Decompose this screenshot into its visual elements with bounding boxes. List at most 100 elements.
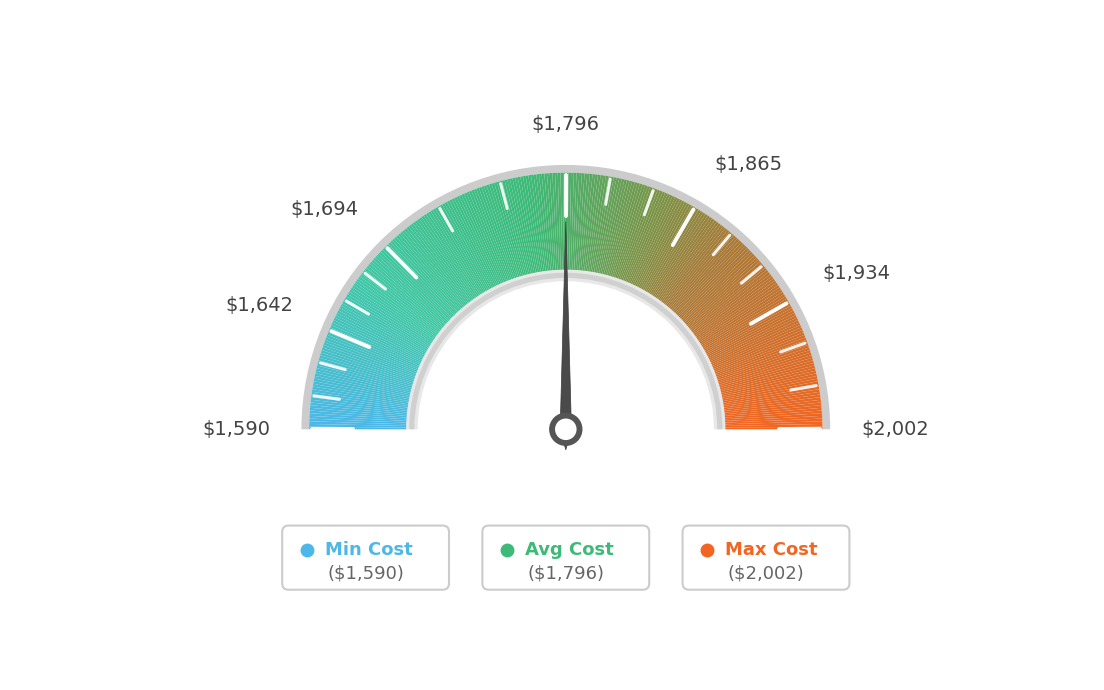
Wedge shape [408,225,469,304]
Text: Min Cost: Min Cost [325,541,412,559]
Wedge shape [724,411,822,420]
Wedge shape [724,400,821,413]
Circle shape [549,413,583,446]
Wedge shape [349,290,433,344]
Wedge shape [649,211,703,295]
Wedge shape [489,184,520,277]
Wedge shape [363,270,442,332]
Wedge shape [428,211,482,295]
Wedge shape [722,384,819,403]
Wedge shape [491,183,521,277]
Wedge shape [384,246,455,317]
Wedge shape [537,174,549,271]
Wedge shape [696,281,776,339]
Wedge shape [602,179,627,275]
Wedge shape [682,254,755,322]
Wedge shape [420,217,476,299]
Text: $2,002: $2,002 [861,420,928,439]
Wedge shape [342,301,428,351]
Wedge shape [684,257,758,324]
Wedge shape [370,262,445,326]
Wedge shape [629,194,670,284]
Wedge shape [310,408,407,417]
Wedge shape [664,226,725,304]
Wedge shape [566,172,569,270]
Wedge shape [713,333,805,371]
Wedge shape [690,270,768,332]
Wedge shape [315,376,411,398]
Wedge shape [648,210,701,294]
Wedge shape [319,355,414,385]
Wedge shape [596,177,616,273]
Wedge shape [651,213,705,296]
Wedge shape [701,294,785,347]
Wedge shape [669,233,733,309]
Wedge shape [329,327,420,368]
Wedge shape [476,188,512,280]
Wedge shape [681,252,753,320]
Wedge shape [703,299,788,350]
Wedge shape [721,371,816,395]
Wedge shape [707,310,795,357]
Wedge shape [676,244,745,315]
Wedge shape [716,345,809,379]
Wedge shape [715,342,808,377]
Wedge shape [601,179,625,275]
Wedge shape [390,240,458,313]
Wedge shape [310,402,407,414]
Wedge shape [301,165,830,429]
Wedge shape [587,175,603,272]
Wedge shape [571,172,576,270]
Wedge shape [336,313,424,359]
Wedge shape [719,357,813,386]
Wedge shape [433,208,485,293]
Wedge shape [720,363,815,390]
Wedge shape [691,272,771,333]
Wedge shape [311,395,408,409]
Wedge shape [507,179,531,275]
Text: $1,865: $1,865 [714,155,782,174]
Wedge shape [625,190,662,282]
Wedge shape [667,232,732,308]
Wedge shape [411,224,471,302]
Wedge shape [692,274,772,335]
Wedge shape [658,220,716,301]
Wedge shape [714,337,806,374]
Wedge shape [331,322,421,364]
Wedge shape [635,198,680,287]
Wedge shape [567,172,571,270]
Wedge shape [481,186,516,279]
Wedge shape [725,426,822,429]
Wedge shape [544,173,554,270]
Wedge shape [573,173,580,270]
Wedge shape [340,306,426,354]
Wedge shape [702,296,787,348]
Wedge shape [361,272,440,333]
Wedge shape [718,355,813,385]
Wedge shape [594,177,614,273]
Text: Max Cost: Max Cost [725,541,817,559]
Wedge shape [499,181,527,275]
Wedge shape [710,320,799,363]
Wedge shape [505,179,530,275]
Wedge shape [652,214,708,297]
Wedge shape [659,221,719,302]
Wedge shape [721,373,817,396]
Wedge shape [415,220,474,301]
Wedge shape [697,283,778,340]
Wedge shape [725,421,822,426]
Wedge shape [312,386,408,404]
Text: $1,934: $1,934 [822,264,890,283]
Text: ($2,002): ($2,002) [728,564,805,582]
Text: Avg Cost: Avg Cost [524,541,614,559]
Wedge shape [590,175,606,272]
Wedge shape [678,248,750,318]
Wedge shape [724,413,822,421]
Wedge shape [417,219,475,299]
Wedge shape [558,172,562,270]
Wedge shape [459,195,501,284]
Wedge shape [330,325,421,366]
Wedge shape [442,203,490,290]
Wedge shape [705,306,792,354]
Wedge shape [584,175,598,271]
